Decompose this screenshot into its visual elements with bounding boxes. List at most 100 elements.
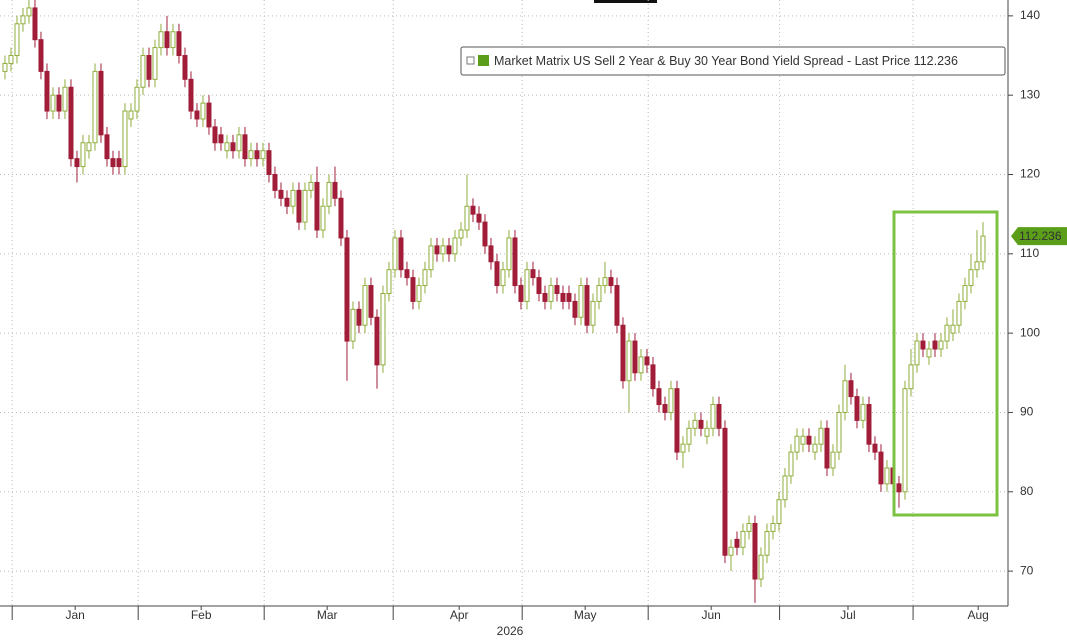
candle-body	[716, 404, 722, 429]
legend-swatch	[478, 55, 489, 66]
y-tick-label: 140	[1020, 8, 1040, 22]
candle-body	[854, 396, 860, 421]
candle-body	[914, 340, 920, 366]
y-tick-label: 90	[1020, 405, 1034, 419]
candle-body	[578, 285, 584, 318]
candle-body	[80, 142, 86, 168]
candle-body	[734, 538, 740, 548]
candle-body	[338, 197, 344, 239]
candle-body	[50, 94, 56, 112]
candle-body	[860, 404, 866, 421]
candle-body	[836, 411, 842, 453]
candle-body	[704, 427, 710, 437]
candle-body	[458, 229, 464, 239]
candle-body	[542, 292, 548, 302]
candle-body	[512, 237, 518, 287]
candle-body	[374, 316, 380, 366]
candle-body	[872, 443, 878, 453]
candle-body	[74, 158, 80, 168]
candle-body	[536, 277, 542, 294]
candle-body	[206, 102, 212, 128]
candle-body	[602, 277, 608, 287]
candle-body	[554, 285, 560, 294]
candle-body	[398, 237, 404, 271]
x-tick-label: Jul	[840, 608, 855, 622]
candle-body	[314, 181, 320, 231]
candle-body	[728, 546, 734, 556]
candle-body	[518, 285, 524, 302]
x-tick-label: Jun	[702, 608, 721, 622]
candle-body	[164, 31, 170, 49]
highlight-box	[892, 210, 999, 517]
candle-body	[350, 308, 356, 342]
candle-body	[752, 523, 758, 580]
candle-body	[938, 340, 944, 350]
candle-body	[776, 499, 782, 525]
candle-body	[620, 324, 626, 382]
y-tick-label: 100	[1020, 325, 1040, 339]
candle-body	[662, 404, 668, 413]
candle-body	[212, 126, 218, 144]
y-tick-label: 110	[1020, 246, 1039, 260]
candles	[2, 0, 986, 603]
candle-body	[260, 150, 266, 160]
legend-box	[460, 46, 1006, 76]
candle-body	[764, 530, 770, 556]
candle-body	[866, 404, 872, 445]
last-price-label: 112.236	[1019, 229, 1062, 243]
candle-body	[26, 7, 32, 17]
candle-body	[20, 15, 26, 25]
x-tick-label: Mar	[317, 608, 338, 622]
candle-body	[488, 245, 494, 263]
candle-body	[770, 523, 776, 532]
candle-body	[356, 308, 362, 326]
candle-body	[530, 269, 536, 279]
legend-toggle	[466, 56, 475, 65]
candle-body	[182, 55, 188, 80]
candle-body	[110, 158, 116, 168]
candle-body	[230, 142, 236, 152]
candle-body	[62, 86, 68, 112]
candle-body	[740, 530, 746, 548]
candle-body	[44, 70, 50, 112]
candle-body	[896, 483, 902, 493]
candle-body	[404, 269, 410, 279]
candle-body	[572, 300, 578, 318]
candle-body	[32, 7, 38, 41]
candle-body	[974, 261, 980, 271]
candle-body	[272, 174, 278, 191]
candle-body	[224, 142, 230, 152]
candle-body	[236, 134, 242, 152]
candle-body	[830, 451, 836, 469]
candle-body	[302, 189, 308, 223]
candle-body	[644, 356, 650, 366]
candle-body	[146, 55, 152, 80]
candle-body	[326, 181, 332, 207]
candle-body	[254, 150, 260, 160]
candle-body	[980, 235, 986, 263]
candle-body	[692, 419, 698, 429]
candle-body	[596, 285, 602, 302]
candle-body	[590, 300, 596, 326]
candle-body	[902, 388, 908, 493]
candle-body	[104, 134, 110, 160]
candle-body	[722, 427, 728, 556]
candle-body	[824, 427, 830, 469]
y-tick-label: 70	[1020, 563, 1034, 577]
candle-body	[794, 435, 800, 453]
candle-body	[410, 277, 416, 302]
candle-body	[470, 205, 476, 215]
candle-body	[278, 189, 284, 199]
x-tick-label: May	[574, 608, 597, 622]
candle-body	[710, 404, 716, 429]
candle-body	[332, 181, 338, 199]
candle-body	[506, 237, 512, 271]
candle-body	[56, 94, 62, 112]
candle-body	[158, 31, 164, 49]
candle-body	[92, 70, 98, 144]
candle-body	[680, 443, 686, 453]
candle-body	[848, 380, 854, 398]
candle-body	[428, 245, 434, 271]
candle-body	[464, 205, 470, 231]
